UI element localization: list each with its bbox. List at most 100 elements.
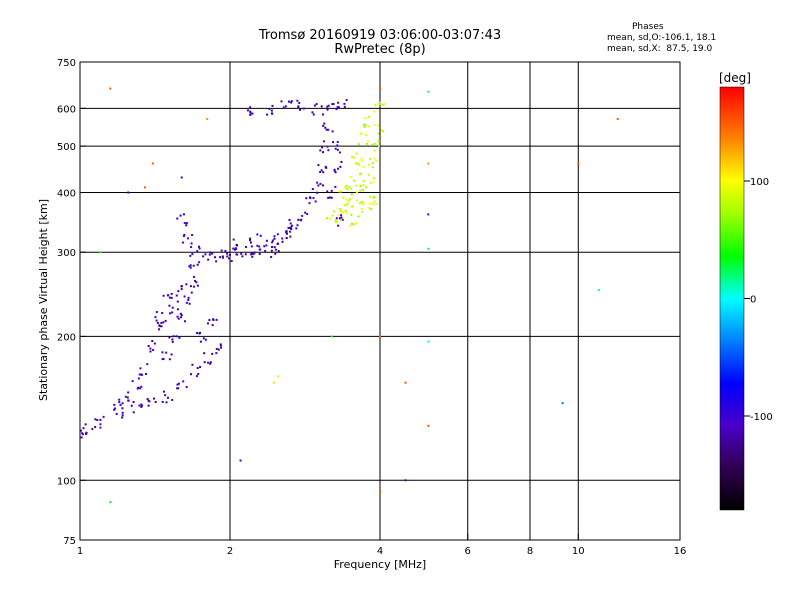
echo-point: [121, 411, 124, 414]
echo-point: [175, 335, 178, 338]
echo-point: [271, 104, 274, 107]
echo-point: [381, 130, 384, 133]
echo-point: [360, 207, 363, 210]
echo-point: [355, 184, 358, 187]
echo-point: [375, 203, 378, 206]
echo-point: [258, 252, 261, 255]
echo-point: [377, 139, 380, 142]
echo-point: [207, 258, 210, 261]
echo-point: [316, 181, 319, 184]
echo-point: [217, 348, 220, 351]
echo-point: [192, 264, 195, 267]
echo-point: [113, 403, 116, 406]
echo-point: [286, 232, 289, 235]
echo-point: [185, 283, 188, 286]
echo-point: [379, 335, 381, 338]
echo-point: [290, 101, 293, 104]
echo-point: [207, 361, 210, 364]
echo-point: [149, 350, 152, 353]
echo-point: [180, 314, 183, 317]
colorbar-ticks: 100 0 -100: [744, 177, 773, 423]
echo-point: [139, 367, 142, 370]
echo-point: [189, 254, 192, 257]
echo-point: [124, 395, 127, 398]
echo-point: [130, 404, 133, 407]
echo-point: [362, 184, 365, 187]
echo-point: [246, 109, 249, 112]
echo-point: [265, 239, 268, 242]
echo-point: [277, 250, 280, 253]
echo-point: [311, 111, 314, 114]
echo-point: [209, 362, 212, 365]
echo-point: [359, 184, 362, 187]
y-tick-labels: 75 100 200 300 400 500 600 750: [57, 58, 86, 547]
echo-point: [297, 218, 300, 221]
echo-point: [189, 266, 192, 269]
echo-point: [151, 340, 154, 343]
echo-point: [404, 381, 407, 384]
echo-point: [379, 87, 381, 90]
echo-point: [335, 108, 338, 111]
echo-point: [232, 247, 235, 250]
y-tick-label: 100: [57, 476, 76, 487]
echo-point: [177, 382, 180, 385]
echo-point: [131, 380, 134, 383]
echo-point: [190, 242, 193, 245]
echo-point: [364, 186, 367, 189]
echo-point: [330, 335, 333, 338]
echo-point: [212, 318, 215, 321]
echo-point: [317, 164, 320, 167]
echo-point: [273, 235, 276, 238]
echo-point: [230, 260, 233, 263]
echo-point: [203, 352, 206, 355]
echo-point: [346, 202, 349, 205]
echo-point: [127, 399, 130, 402]
echo-point: [222, 256, 225, 259]
x-tick-labels: 1 2 4 6 8 10 16: [77, 534, 686, 557]
echo-point: [337, 167, 340, 170]
echo-point: [333, 168, 336, 171]
echo-point: [360, 172, 363, 175]
echo-point: [188, 265, 191, 268]
echo-point: [177, 317, 180, 320]
echo-point: [340, 219, 343, 222]
echo-point: [285, 236, 288, 239]
echo-point: [324, 165, 327, 168]
echo-point: [349, 176, 352, 179]
echo-point: [264, 249, 267, 252]
echo-point: [312, 197, 315, 200]
echo-point: [256, 233, 259, 236]
echo-point: [361, 200, 364, 203]
echo-point: [337, 214, 340, 217]
echo-point: [313, 104, 316, 107]
echo-point: [162, 390, 165, 393]
echo-point: [340, 216, 343, 219]
echo-point: [161, 351, 164, 354]
echo-point: [175, 294, 178, 297]
echo-point: [373, 196, 376, 199]
echo-point: [168, 296, 171, 299]
echo-point: [265, 244, 268, 247]
echo-point: [121, 414, 124, 417]
echo-point: [168, 336, 171, 339]
echo-point: [169, 312, 172, 315]
echo-point: [378, 101, 381, 104]
echo-point: [137, 386, 140, 389]
echo-point: [196, 250, 199, 253]
echo-point: [158, 325, 161, 328]
x-tick-label: 10: [572, 546, 585, 557]
echo-point: [183, 320, 186, 323]
echo-point: [325, 166, 328, 169]
echo-point: [198, 332, 201, 335]
echo-point: [276, 233, 279, 236]
echo-point: [249, 113, 252, 116]
echo-point: [149, 347, 152, 350]
echo-point: [577, 162, 580, 165]
echo-point: [373, 142, 376, 145]
echo-point: [191, 234, 194, 237]
echo-point: [153, 342, 156, 345]
echo-point: [249, 106, 252, 109]
echo-point: [346, 204, 349, 207]
echo-point: [249, 237, 252, 240]
echo-point: [132, 401, 135, 404]
